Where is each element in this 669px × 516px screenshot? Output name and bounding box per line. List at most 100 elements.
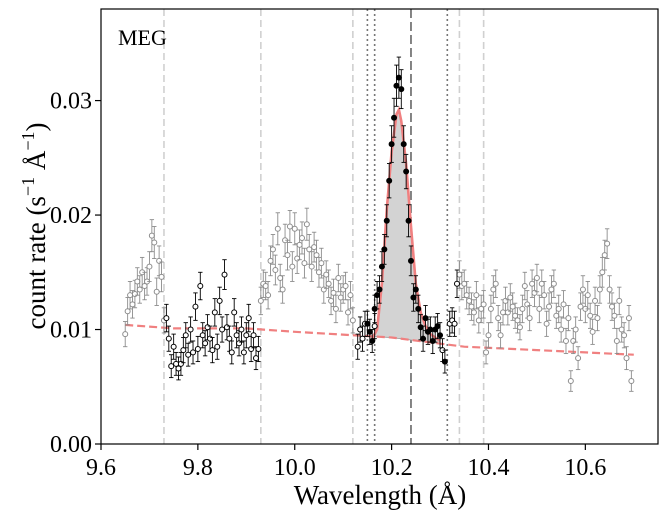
excluded-point — [625, 315, 632, 322]
excluded-point — [592, 297, 599, 304]
y-tick-label: 0.00 — [50, 432, 92, 458]
fitted-point — [177, 360, 184, 367]
excluded-point — [533, 275, 540, 282]
excluded-point — [628, 378, 635, 385]
excluded-point — [623, 355, 630, 362]
fitted-point — [371, 323, 378, 330]
excluded-point — [541, 292, 548, 299]
excluded-point — [514, 317, 521, 324]
line-point — [422, 315, 429, 322]
excluded-point — [579, 286, 586, 293]
excluded-point — [546, 303, 553, 310]
excluded-point — [567, 378, 574, 385]
excluded-point — [584, 292, 591, 299]
excluded-point — [330, 289, 337, 296]
fitted-point — [219, 326, 226, 333]
excluded-point — [473, 292, 480, 299]
excluded-point — [461, 280, 468, 287]
fitted-point — [214, 343, 221, 350]
fitted-point — [185, 351, 192, 358]
excluded-point — [553, 312, 560, 319]
excluded-point — [148, 232, 155, 239]
excluded-point — [153, 288, 160, 295]
excluded-point — [299, 234, 306, 241]
excluded-point — [502, 297, 509, 304]
excluded-point — [318, 260, 325, 267]
excluded-point — [507, 294, 514, 301]
excluded-point — [311, 244, 318, 251]
excluded-point — [131, 291, 138, 298]
excluded-point — [265, 292, 272, 299]
excluded-point — [529, 280, 536, 287]
excluded-point — [301, 260, 308, 267]
excluded-point — [550, 280, 557, 287]
fitted-point — [168, 363, 175, 370]
excluded-point — [521, 283, 528, 290]
fitted-point — [194, 345, 201, 352]
y-tick-label: 0.01 — [50, 318, 92, 344]
excluded-point — [616, 297, 623, 304]
excluded-point — [621, 332, 628, 339]
excluded-point — [124, 308, 131, 315]
fitted-point — [226, 335, 233, 342]
fitted-point — [206, 335, 213, 342]
excluded-point — [604, 240, 611, 247]
excluded-point — [308, 263, 315, 270]
fitted-point — [354, 343, 361, 350]
fitted-point — [223, 324, 230, 331]
line-point — [400, 141, 407, 148]
excluded-point — [589, 328, 596, 335]
line-point — [374, 292, 381, 299]
fitted-point — [190, 349, 197, 356]
excluded-point — [315, 269, 322, 276]
line-point — [376, 286, 383, 293]
y-label-exp1: −1 — [18, 177, 38, 196]
line-point — [429, 337, 436, 344]
excluded-point — [608, 303, 615, 310]
fitted-point — [209, 347, 216, 354]
excluded-point — [468, 303, 475, 310]
y-label-base: count rate (s — [21, 196, 51, 329]
excluded-point — [606, 286, 613, 293]
excluded-point — [158, 273, 165, 280]
excluded-point — [313, 252, 320, 259]
fitted-point — [197, 283, 204, 290]
excluded-point — [269, 246, 276, 253]
x-tick-label: 10.0 — [274, 455, 316, 481]
fitted-point — [187, 326, 194, 333]
excluded-point — [536, 305, 543, 312]
line-point — [369, 337, 376, 344]
x-tick-label: 10.2 — [371, 455, 413, 481]
excluded-point — [277, 275, 284, 282]
fitted-point — [245, 315, 252, 322]
line-point — [383, 217, 390, 224]
x-tick-label: 9.8 — [183, 455, 213, 481]
excluded-point — [151, 239, 158, 246]
excluded-point — [480, 301, 487, 308]
line-point — [366, 328, 373, 335]
fitted-point — [228, 349, 235, 356]
line-point — [386, 177, 393, 184]
excluded-point — [320, 286, 327, 293]
line-point — [378, 263, 385, 270]
x-tick-label: 9.6 — [86, 455, 116, 481]
plot-frame — [100, 8, 659, 445]
line-point — [415, 305, 422, 312]
excluded-point — [345, 309, 352, 316]
fitted-point — [202, 340, 209, 347]
excluded-point — [594, 315, 601, 322]
line-point — [437, 332, 444, 339]
fitted-point — [170, 343, 177, 350]
x-tick-label: 10.6 — [564, 455, 606, 481]
model-continuum — [125, 323, 634, 356]
excluded-point — [475, 317, 482, 324]
line-point — [417, 324, 424, 331]
excluded-point — [272, 267, 279, 273]
line-point — [398, 86, 405, 93]
excluded-point — [613, 337, 620, 344]
line-point — [410, 294, 417, 301]
excluded-point — [504, 309, 511, 316]
excluded-point — [500, 309, 507, 316]
fitted-point — [165, 335, 172, 342]
fitted-point — [248, 345, 255, 352]
